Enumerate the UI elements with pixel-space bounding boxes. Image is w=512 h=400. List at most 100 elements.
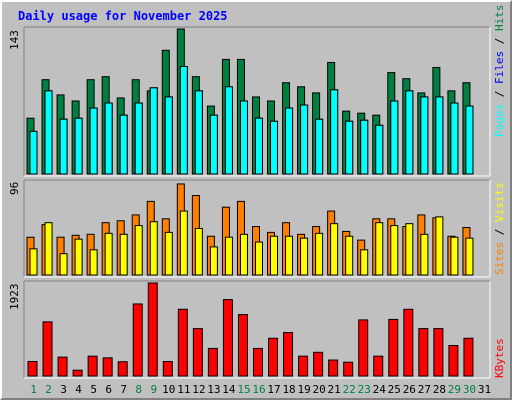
kbytes-bar-1 bbox=[27, 360, 38, 377]
sites-bar-22 bbox=[345, 235, 354, 276]
kbytes-bar-6 bbox=[102, 357, 113, 377]
kbytes-bar-30 bbox=[463, 337, 474, 377]
day-label-28: 28 bbox=[433, 383, 446, 396]
day-label-11: 11 bbox=[177, 383, 190, 396]
sites-bar-23 bbox=[360, 249, 369, 276]
pages-bar-27 bbox=[420, 96, 429, 175]
kbytes-bar-4 bbox=[72, 369, 83, 377]
kbytes-bar-20 bbox=[313, 351, 324, 377]
sites-bar-26 bbox=[405, 223, 414, 276]
kbytes-bar-21 bbox=[328, 359, 339, 377]
sites-bar-5 bbox=[89, 249, 98, 276]
pages-bar-15 bbox=[239, 100, 248, 175]
sites-bar-30 bbox=[465, 237, 474, 276]
pages-bar-26 bbox=[405, 90, 414, 175]
sites-bar-20 bbox=[315, 232, 324, 276]
pages-bar-22 bbox=[345, 120, 354, 175]
hits-max-label: 143 bbox=[8, 30, 21, 50]
sites-bar-3 bbox=[59, 253, 68, 276]
day-label-21: 21 bbox=[328, 383, 341, 396]
kbytes-bar-11 bbox=[177, 308, 188, 377]
day-label-3: 3 bbox=[60, 383, 67, 396]
day-label-14: 14 bbox=[222, 383, 236, 396]
day-label-2: 2 bbox=[45, 383, 52, 396]
sites-bar-4 bbox=[74, 238, 83, 276]
day-label-6: 6 bbox=[105, 383, 112, 396]
kbytes-bar-14 bbox=[222, 299, 233, 377]
day-label-26: 26 bbox=[403, 383, 416, 396]
hits-files-pages-legend: Pages / Files / Hits bbox=[493, 5, 506, 138]
day-label-23: 23 bbox=[358, 383, 371, 396]
kbytes-bar-16 bbox=[252, 347, 263, 377]
pages-bar-4 bbox=[74, 117, 83, 175]
kbytes-bar-27 bbox=[418, 328, 429, 377]
pages-bar-30 bbox=[465, 105, 474, 175]
kbytes-bar-23 bbox=[358, 319, 369, 377]
kbytes-bar-12 bbox=[192, 328, 203, 377]
pages-bar-25 bbox=[390, 100, 399, 175]
pages-bar-11 bbox=[179, 66, 188, 175]
pages-bar-28 bbox=[435, 96, 444, 175]
kbytes-legend: KBytes bbox=[493, 338, 506, 378]
sites-bar-8 bbox=[134, 225, 143, 276]
day-label-29: 29 bbox=[448, 383, 461, 396]
kbytes-bar-28 bbox=[433, 328, 444, 377]
kbytes-bar-18 bbox=[283, 331, 294, 377]
day-label-7: 7 bbox=[120, 383, 127, 396]
day-label-4: 4 bbox=[75, 383, 82, 396]
pages-bar-3 bbox=[59, 118, 68, 175]
hits-files-pages-panel bbox=[23, 26, 491, 177]
kbytes-bar-15 bbox=[237, 314, 248, 377]
pages-bar-19 bbox=[300, 104, 309, 175]
pages-bar-9 bbox=[149, 87, 158, 175]
kbytes-bar-2 bbox=[42, 321, 53, 377]
sites-bar-28 bbox=[435, 216, 444, 276]
pages-bar-10 bbox=[164, 96, 173, 175]
visits-max-label: 96 bbox=[8, 182, 21, 195]
day-label-15: 15 bbox=[237, 383, 250, 396]
visits-sites-legend: Sites / Visits bbox=[493, 182, 506, 275]
day-label-1: 1 bbox=[30, 383, 37, 396]
sites-bar-9 bbox=[149, 221, 158, 276]
kbytes-bar-10 bbox=[162, 360, 173, 377]
sites-bar-11 bbox=[179, 210, 188, 276]
kbytes-max-label: 1923 bbox=[8, 284, 21, 311]
sites-bar-12 bbox=[194, 228, 203, 276]
kbytes-bar-3 bbox=[57, 356, 68, 377]
pages-bar-17 bbox=[270, 120, 279, 175]
day-label-24: 24 bbox=[373, 383, 387, 396]
day-label-13: 13 bbox=[207, 383, 220, 396]
pages-bar-8 bbox=[134, 102, 143, 175]
day-label-17: 17 bbox=[267, 383, 280, 396]
sites-bar-18 bbox=[285, 235, 294, 276]
kbytes-bar-25 bbox=[388, 318, 399, 377]
pages-bar-13 bbox=[209, 114, 218, 175]
sites-bar-13 bbox=[209, 246, 218, 276]
day-label-19: 19 bbox=[297, 383, 310, 396]
kbytes-bar-26 bbox=[403, 308, 414, 377]
kbytes-bar-9 bbox=[147, 282, 158, 377]
kbytes-bar-13 bbox=[207, 347, 218, 377]
pages-bar-7 bbox=[119, 114, 128, 175]
sites-bar-25 bbox=[390, 225, 399, 276]
kbytes-bar-17 bbox=[268, 337, 279, 377]
sites-bar-29 bbox=[450, 236, 459, 276]
day-label-22: 22 bbox=[343, 383, 356, 396]
chart-title: Daily usage for November 2025 bbox=[18, 9, 228, 23]
day-label-20: 20 bbox=[313, 383, 326, 396]
pages-bar-29 bbox=[450, 102, 459, 175]
sites-bar-16 bbox=[254, 241, 263, 276]
sites-bar-21 bbox=[330, 223, 339, 276]
sites-bar-7 bbox=[119, 233, 128, 276]
pages-bar-20 bbox=[315, 118, 324, 175]
pages-bar-2 bbox=[44, 90, 53, 175]
pages-bar-5 bbox=[89, 107, 98, 175]
sites-bar-17 bbox=[270, 235, 279, 276]
day-label-9: 9 bbox=[150, 383, 157, 396]
day-label-5: 5 bbox=[90, 383, 97, 396]
sites-bar-10 bbox=[164, 231, 173, 276]
sites-bar-6 bbox=[104, 232, 113, 276]
day-label-30: 30 bbox=[463, 383, 476, 396]
kbytes-bar-22 bbox=[343, 361, 354, 377]
